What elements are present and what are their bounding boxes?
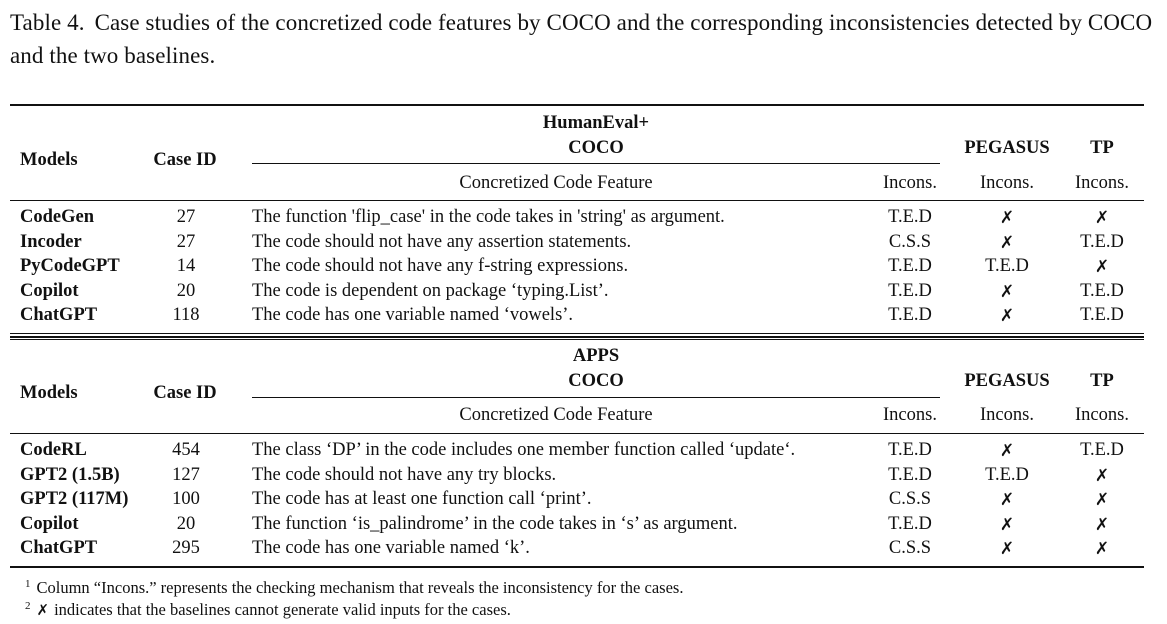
- dataset-title: APPS: [572, 346, 620, 366]
- feature-description: The class ‘DP’ in the code includes one …: [252, 440, 796, 460]
- cross-mark-icon: ✗: [1094, 539, 1110, 560]
- case-id: 27: [176, 231, 196, 252]
- tp-result: T.E.D: [1080, 280, 1124, 301]
- coco-result: T.E.D: [888, 207, 932, 227]
- model-name: CodeRL: [20, 440, 87, 460]
- cross-mark-icon: ✗: [999, 232, 1015, 253]
- case-id: 14: [176, 256, 196, 277]
- models-header: Models: [20, 383, 78, 403]
- tp-incons-header: Incons.: [1075, 405, 1129, 425]
- case-id: 20: [176, 513, 196, 534]
- model-name: CodeGen: [20, 207, 94, 227]
- model-name: ChatGPT: [20, 538, 98, 559]
- model-name: PyCodeGPT: [20, 256, 120, 277]
- footnote-text: Column “Incons.” represents the checking…: [36, 578, 684, 597]
- model-name: Incoder: [20, 231, 82, 252]
- cross-mark-icon: ✗: [999, 281, 1015, 302]
- coco-result: T.E.D: [888, 256, 932, 277]
- cross-mark-icon: ✗: [1094, 257, 1110, 278]
- feature-description: The code should not have any try blocks.: [252, 464, 557, 485]
- feature-description: The function 'flip_case' in the code tak…: [252, 207, 725, 227]
- cross-mark-icon: ✗: [999, 514, 1015, 535]
- cross-mark-icon: ✗: [999, 306, 1015, 327]
- coco-result: C.S.S: [888, 489, 932, 510]
- feature-description: The code has one variable named ‘k’.: [252, 538, 530, 559]
- model-name: GPT2 (1.5B): [20, 464, 120, 485]
- coco-result: T.E.D: [888, 305, 932, 326]
- coco-result: T.E.D: [888, 513, 932, 534]
- section-divider-rule: [10, 339, 1144, 340]
- cross-mark-icon: ✗: [999, 208, 1015, 228]
- feature-description: The function ‘is_palindrome’ in the code…: [252, 513, 738, 534]
- footnote: 1 Column “Incons.” represents the checkin…: [25, 574, 683, 598]
- case-id: 454: [172, 440, 200, 460]
- cross-mark-icon: ✗: [1094, 465, 1110, 486]
- footnote-text: indicates that the baselines cannot gene…: [54, 600, 511, 619]
- tp-result: T.E.D: [1080, 440, 1124, 460]
- model-name: ChatGPT: [20, 305, 98, 326]
- coco-result: C.S.S: [888, 538, 932, 559]
- caption-text: Case studies of the concretized code fea…: [10, 10, 1153, 68]
- footnote-mark: 1: [25, 578, 31, 590]
- cross-mark-icon: ✗: [36, 601, 50, 619]
- table-label: Table 4.: [10, 10, 85, 35]
- case-id: 127: [172, 464, 200, 485]
- pegasus-result: T.E.D: [985, 464, 1029, 485]
- table-caption: Table 4. Case studies of the concretized …: [10, 6, 1160, 72]
- feature-description: The code has one variable named ‘vowels’…: [252, 305, 574, 326]
- models-header: Models: [20, 150, 78, 170]
- coco-result: C.S.S: [888, 231, 932, 252]
- header-bottom-rule: [10, 200, 1144, 201]
- section-top-rule: [10, 104, 1144, 106]
- coco-underline: [252, 397, 940, 398]
- tp-header: TP: [1090, 138, 1114, 158]
- feature-header: Concretized Code Feature: [459, 405, 653, 425]
- case-id: 118: [172, 305, 200, 326]
- cross-mark-icon: ✗: [1094, 514, 1110, 535]
- coco-incons-header: Incons.: [883, 405, 937, 425]
- coco-result: T.E.D: [888, 440, 932, 460]
- model-name: GPT2 (117M): [20, 489, 129, 510]
- coco-result: T.E.D: [888, 464, 932, 485]
- coco-result: T.E.D: [888, 280, 932, 301]
- cross-mark-icon: ✗: [1094, 208, 1110, 228]
- feature-description: The code has at least one function call …: [252, 489, 592, 510]
- feature-description: The code is dependent on package ‘typing…: [252, 280, 609, 301]
- footnote-mark: 2: [25, 600, 31, 612]
- case-id: 20: [176, 280, 196, 301]
- section-bottom-rule: [10, 566, 1144, 568]
- pegasus-result: T.E.D: [985, 256, 1029, 277]
- case-id: 100: [172, 489, 200, 510]
- coco-header: COCO: [568, 371, 624, 391]
- footnote: 2 ✗ indicates that the baselines cannot ge…: [25, 596, 511, 620]
- pegasus-header: PEGASUS: [964, 138, 1050, 158]
- pegasus-incons-header: Incons.: [980, 173, 1034, 193]
- case-id: 27: [176, 207, 196, 227]
- dataset-title: HumanEval+: [542, 113, 650, 133]
- tp-result: T.E.D: [1080, 231, 1124, 252]
- coco-underline: [252, 163, 940, 164]
- feature-description: The code should not have any f-string ex…: [252, 256, 629, 277]
- tp-incons-header: Incons.: [1075, 173, 1129, 193]
- coco-incons-header: Incons.: [883, 173, 937, 193]
- header-bottom-rule: [10, 433, 1144, 434]
- feature-description: The code should not have any assertion s…: [252, 231, 632, 252]
- feature-header: Concretized Code Feature: [459, 173, 653, 193]
- section-top-rule: [10, 336, 1144, 338]
- model-name: Copilot: [20, 280, 79, 301]
- cross-mark-icon: ✗: [1094, 490, 1110, 511]
- coco-header: COCO: [568, 138, 624, 158]
- case-id-header: Case ID: [153, 150, 217, 170]
- model-name: Copilot: [20, 513, 79, 534]
- cross-mark-icon: ✗: [999, 441, 1015, 461]
- section-bottom-rule: [10, 333, 1144, 334]
- case-id-header: Case ID: [153, 383, 217, 403]
- case-id: 295: [172, 538, 200, 559]
- cross-mark-icon: ✗: [999, 539, 1015, 560]
- tp-header: TP: [1090, 371, 1114, 391]
- tp-result: T.E.D: [1080, 305, 1124, 326]
- pegasus-incons-header: Incons.: [980, 405, 1034, 425]
- pegasus-header: PEGASUS: [964, 371, 1050, 391]
- cross-mark-icon: ✗: [999, 490, 1015, 511]
